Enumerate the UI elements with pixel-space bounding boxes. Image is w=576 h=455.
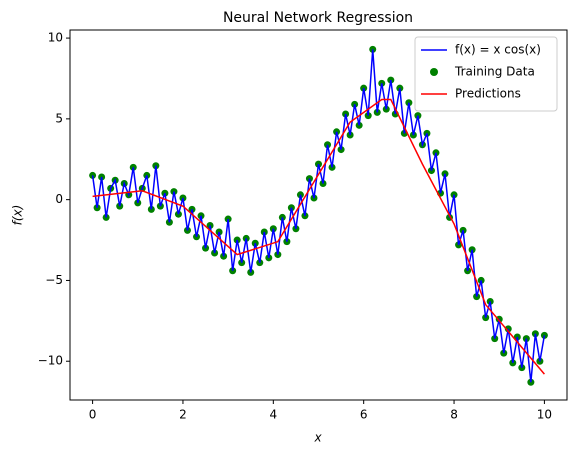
plot-area [89, 45, 548, 386]
y-tick-label: 0 [55, 192, 63, 206]
legend-label: Training Data [454, 65, 535, 79]
legend-marker [430, 68, 438, 76]
chart-title: Neural Network Regression [223, 10, 413, 26]
x-tick-label: 6 [360, 408, 368, 422]
plot-frame [69, 29, 568, 401]
legend-box [414, 36, 558, 112]
y-tick-label: 10 [48, 31, 63, 45]
x-tick-label: 10 [537, 408, 552, 422]
y-tick-label: −10 [38, 354, 63, 368]
legend-label: Predictions [455, 87, 521, 101]
x-axis-label: x [313, 431, 322, 445]
legend-label: f(x) = x cos(x) [455, 43, 541, 57]
x-tick-label: 8 [450, 408, 458, 422]
x-tick-label: 0 [89, 408, 97, 422]
x-tick-label: 4 [269, 408, 277, 422]
y-tick-label: −5 [45, 273, 63, 287]
y-axis-label: f(x) [11, 205, 25, 226]
x-tick-label: 2 [179, 408, 187, 422]
series-line [92, 98, 545, 375]
y-tick-label: 5 [55, 111, 63, 125]
